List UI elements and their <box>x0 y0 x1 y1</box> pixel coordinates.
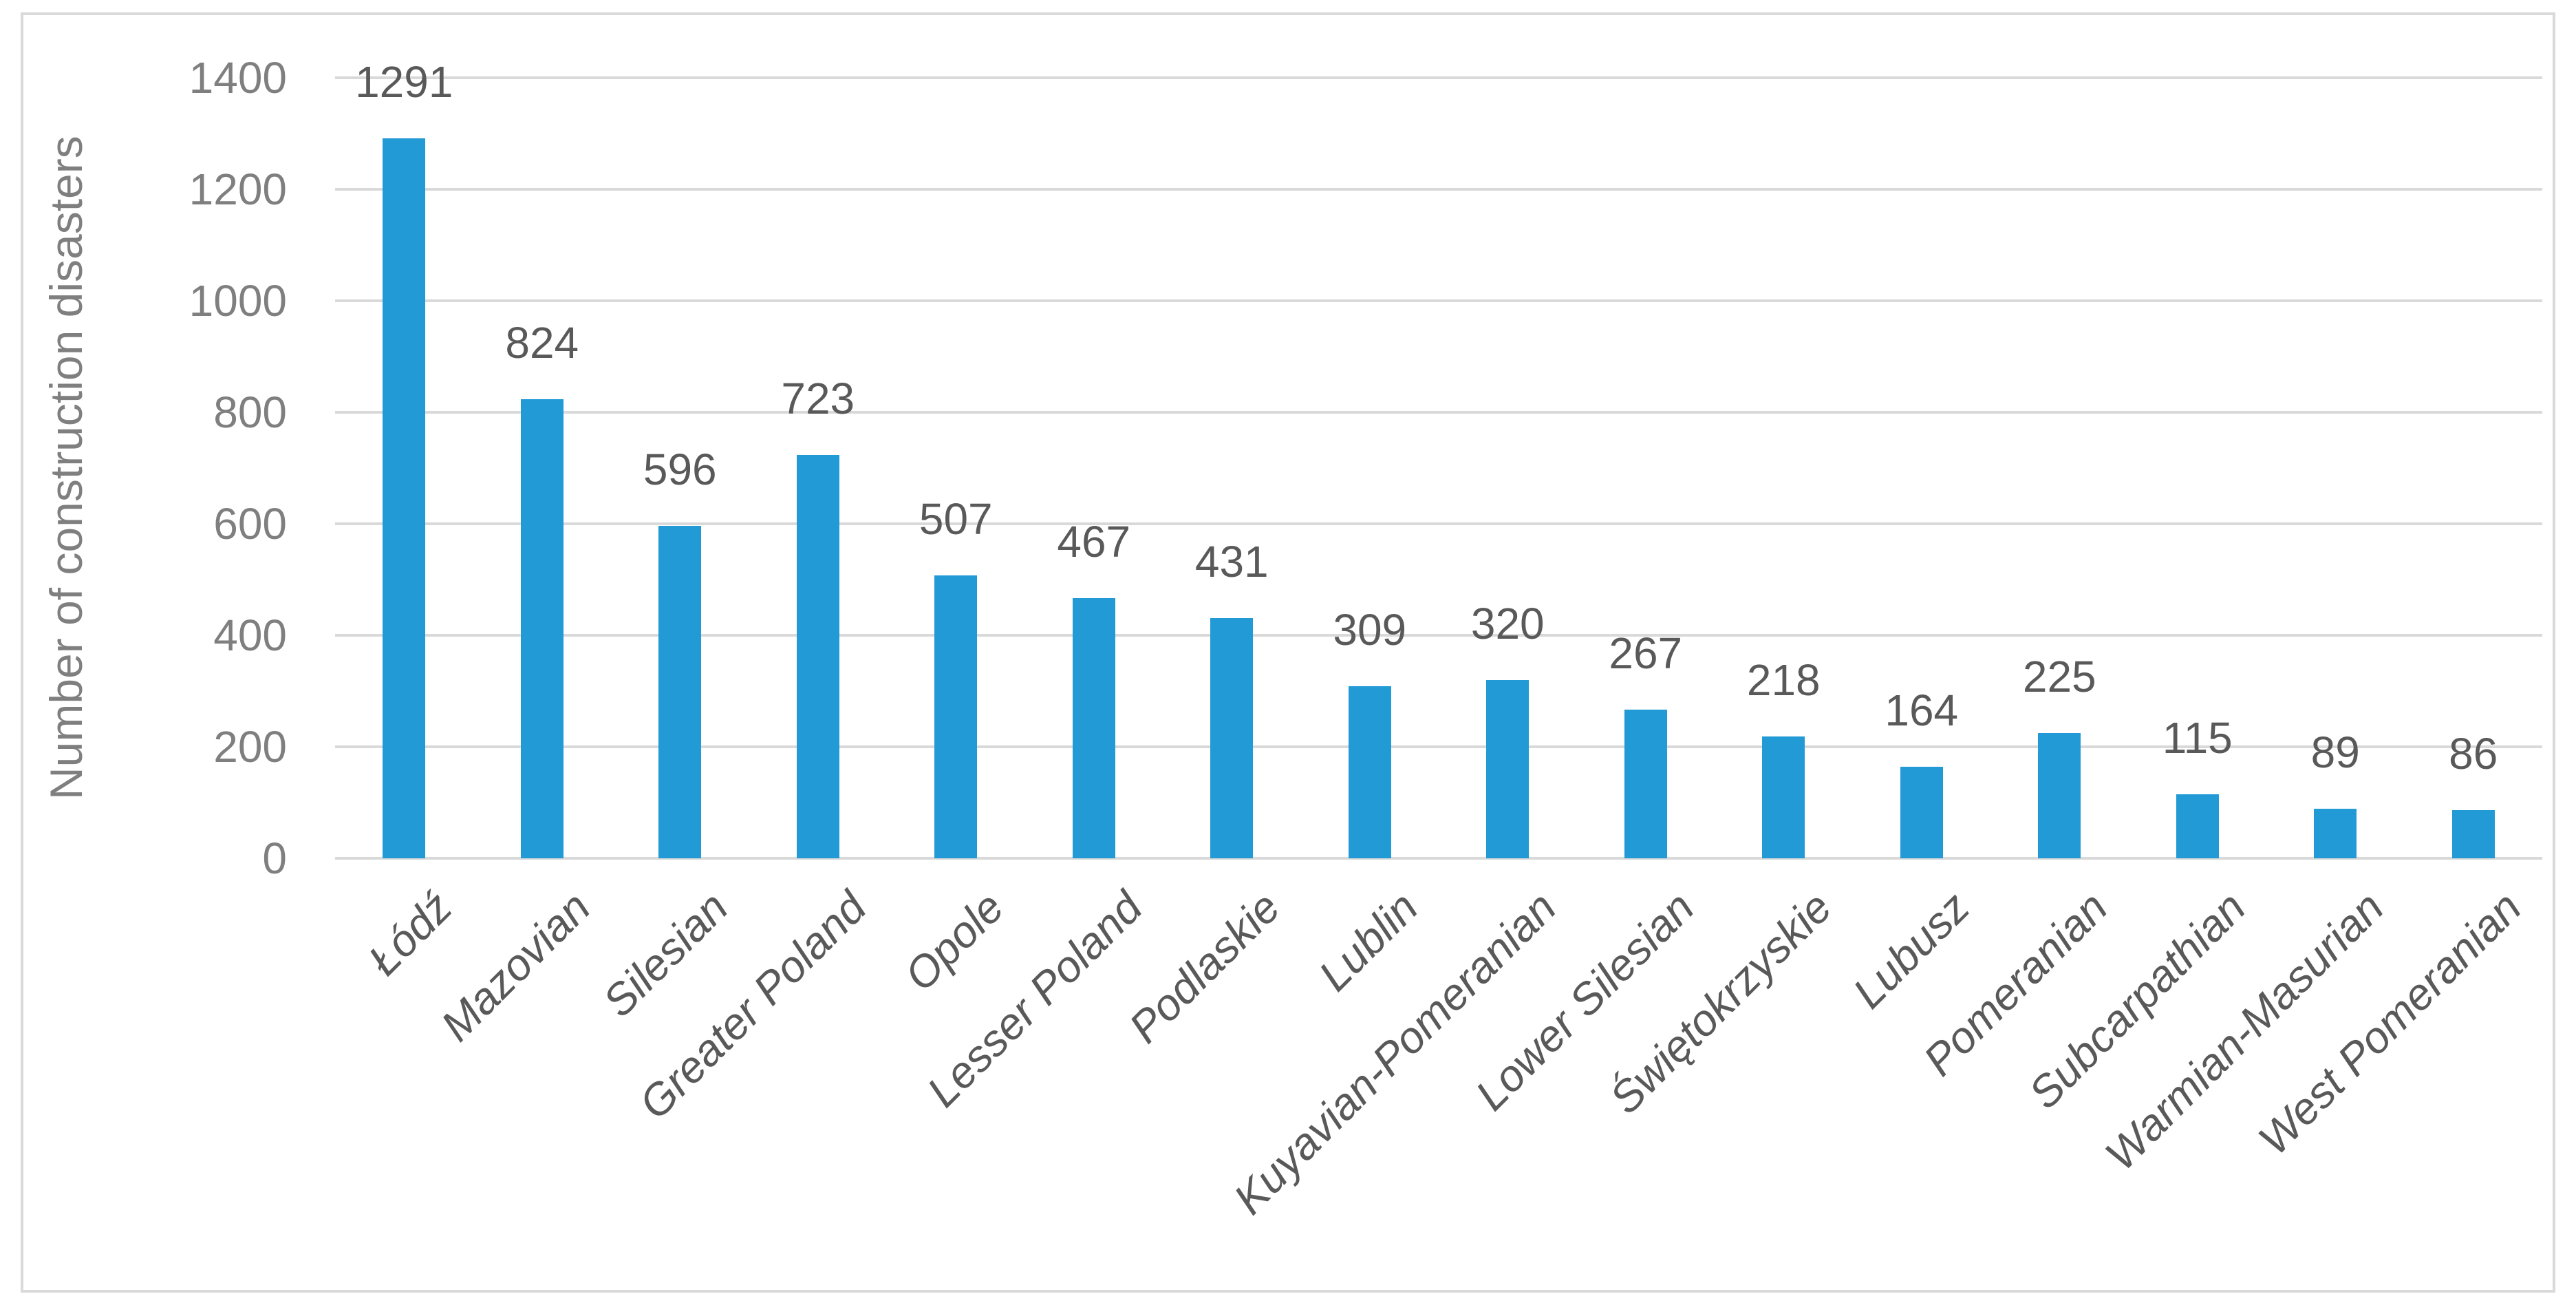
data-label: 86 <box>2449 729 2498 779</box>
gridline <box>335 857 2542 860</box>
data-label: 164 <box>1885 686 1959 736</box>
bar-Mazovian <box>520 399 564 858</box>
y-axis-tick-label: 600 <box>213 499 287 549</box>
y-axis-tick-label: 1200 <box>189 165 287 214</box>
bar-Opole <box>934 575 978 858</box>
data-label: 89 <box>2310 727 2360 777</box>
bar-West Pomeranian <box>2451 810 2495 858</box>
bar-Warmian-Masurian <box>2314 808 2357 858</box>
bar-Silesian <box>658 526 702 858</box>
gridline <box>335 634 2542 637</box>
data-label: 225 <box>2022 651 2096 701</box>
y-axis-tick-label: 1400 <box>189 53 287 103</box>
data-label: 309 <box>1333 604 1407 655</box>
data-label: 115 <box>2162 712 2233 763</box>
gridline <box>335 411 2542 414</box>
bar-Kuyavian-Pomeranian <box>1486 679 1530 858</box>
chart-border <box>21 12 2555 1293</box>
y-axis-tick-label: 0 <box>262 834 287 883</box>
data-label: 267 <box>1609 628 1683 678</box>
gridline <box>335 745 2542 748</box>
data-label: 1291 <box>355 57 453 107</box>
bar-Lublin <box>1348 686 1391 858</box>
gridline <box>335 76 2542 79</box>
bar-Łódź <box>383 138 426 858</box>
data-label: 596 <box>643 445 717 495</box>
bar-Lesser Poland <box>1072 597 1115 858</box>
data-label: 723 <box>781 374 855 424</box>
bar-Lubusz <box>1900 767 1943 858</box>
y-axis-tick-label: 200 <box>213 722 287 772</box>
gridline <box>335 299 2542 302</box>
y-axis-title: Number of construction disasters <box>41 136 92 800</box>
data-label: 507 <box>919 494 993 544</box>
data-label: 431 <box>1194 536 1269 586</box>
data-label: 824 <box>505 317 579 368</box>
bar-Podlaskie <box>1210 617 1254 858</box>
data-label: 320 <box>1470 598 1545 648</box>
bar-Subcarpathian <box>2176 794 2219 858</box>
bar-Greater Poland <box>796 455 839 858</box>
gridline <box>335 188 2542 191</box>
y-axis-tick-label: 800 <box>213 388 287 437</box>
bar-Pomeranian <box>2038 732 2081 858</box>
gridline <box>335 522 2542 525</box>
y-axis-tick-label: 1000 <box>189 276 287 326</box>
data-label: 218 <box>1746 655 1821 705</box>
data-label: 467 <box>1057 516 1131 566</box>
bar-Lower Silesian <box>1624 709 1667 858</box>
bar-Świętokrzyskie <box>1762 736 1805 858</box>
y-axis-tick-label: 400 <box>213 611 287 660</box>
